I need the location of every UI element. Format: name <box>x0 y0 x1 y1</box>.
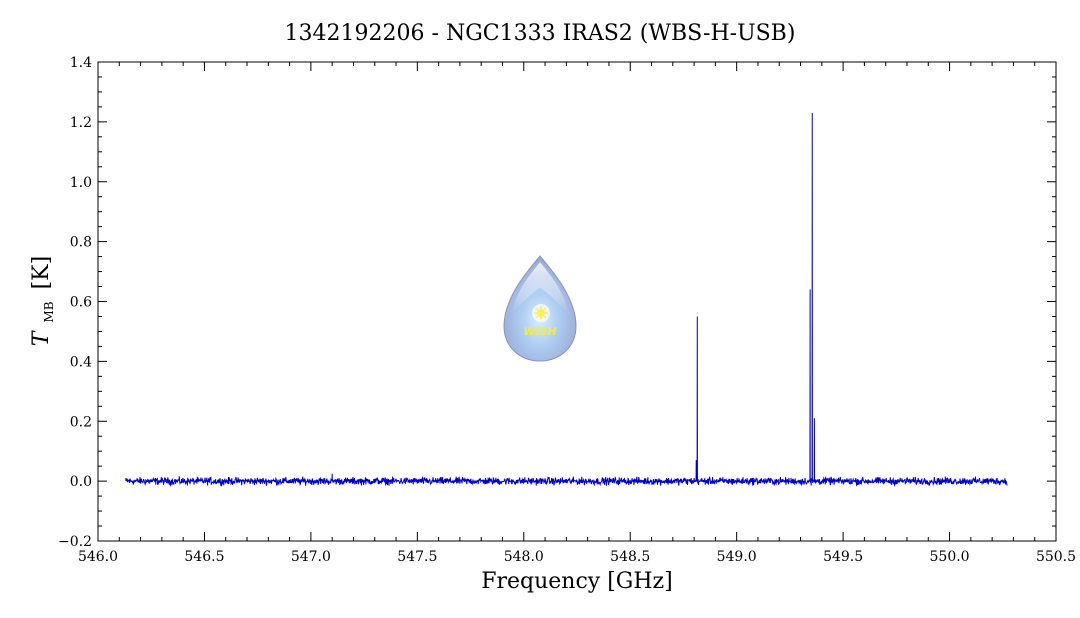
svg-text:T MB [K]: T MB [K] <box>29 256 59 346</box>
x-tick-label: 550.0 <box>930 549 970 565</box>
y-axis-label: T MB [K] <box>29 256 59 346</box>
y-axis-label-main: T <box>29 329 54 346</box>
x-tick-label: 546.0 <box>78 549 118 565</box>
logo-text: WISH <box>523 325 556 338</box>
y-tick-label: 0.6 <box>70 295 92 311</box>
x-tick-label: 548.5 <box>610 549 650 565</box>
x-tick-label: 547.0 <box>291 549 331 565</box>
x-tick-label: 548.0 <box>504 549 544 565</box>
y-tick-label: 0.8 <box>70 235 92 251</box>
plot-frame <box>97 61 1057 542</box>
y-axis-label-unit: [K] <box>29 256 54 290</box>
star-icon <box>532 304 550 322</box>
drop-highlight <box>512 262 568 314</box>
y-tick-label: 1.4 <box>70 55 92 71</box>
y-axis-label-sub: MB <box>42 301 56 322</box>
spectrum-series-line <box>125 112 1008 488</box>
x-tick-label: 550.5 <box>1036 549 1076 565</box>
x-axis-label: Frequency [GHz] <box>481 569 673 594</box>
y-tick-label: 0.4 <box>70 354 92 370</box>
y-tick-label: 0.2 <box>70 414 92 430</box>
y-tick-label: 0.0 <box>70 474 92 490</box>
y-tick-label: 1.2 <box>70 115 92 131</box>
x-tick-label: 546.5 <box>184 549 224 565</box>
axis-tick-labels: 546.0 546.5 547.0 547.5 548.0 548.5 549.0 549.5… <box>58 55 1076 565</box>
axis-ticks <box>97 61 1057 542</box>
x-tick-label: 549.5 <box>823 549 863 565</box>
wish-logo: WISH <box>503 255 577 362</box>
y-tick-label: 1.0 <box>70 175 92 191</box>
x-tick-label: 547.5 <box>397 549 437 565</box>
chart-title: 1342192206 - NGC1333 IRAS2 (WBS-H-USB) <box>285 21 796 46</box>
y-tick-label: −0.2 <box>58 534 92 550</box>
x-tick-label: 549.0 <box>717 549 757 565</box>
